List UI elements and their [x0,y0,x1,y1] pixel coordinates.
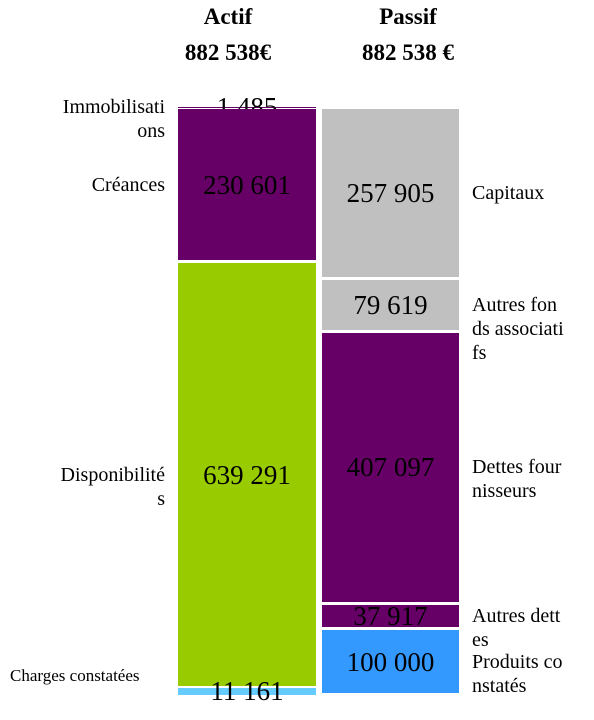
segment-name: Immobilisations [62,96,165,143]
segment-name: Disponibilités [60,463,165,510]
segment [178,109,316,261]
segment [322,108,459,278]
value-label: 37 917 [353,600,428,631]
segment [178,687,316,695]
segment-name: Autres fonds associatifs [472,294,564,365]
value-label: 257 905 [346,177,435,208]
segment-name: Produits constatés [472,650,563,697]
column-total: 882 538 € [362,40,454,65]
segment [178,107,316,108]
value-label: 639 291 [203,459,291,490]
value-label: 230 601 [203,169,291,200]
segment-name: Autres dettes [472,604,561,651]
segment [322,333,459,602]
segment [178,263,316,687]
value-label: 407 097 [346,452,435,483]
value-label: 79 619 [353,290,428,321]
column-title: Passif [379,4,437,29]
value-label: 100 000 [346,646,435,677]
segment [322,604,459,627]
segment [322,280,459,331]
segment-name: Créances [91,173,165,196]
column-title: Actif [203,4,253,29]
value-label: 11 161 [210,676,284,707]
segment [322,629,459,694]
segment-name: Capitaux [472,181,545,204]
segment-name: Charges constatées [10,666,140,686]
column-total: 882 538€ [184,40,272,65]
segment-name: Dettes fournisseurs [472,456,562,503]
